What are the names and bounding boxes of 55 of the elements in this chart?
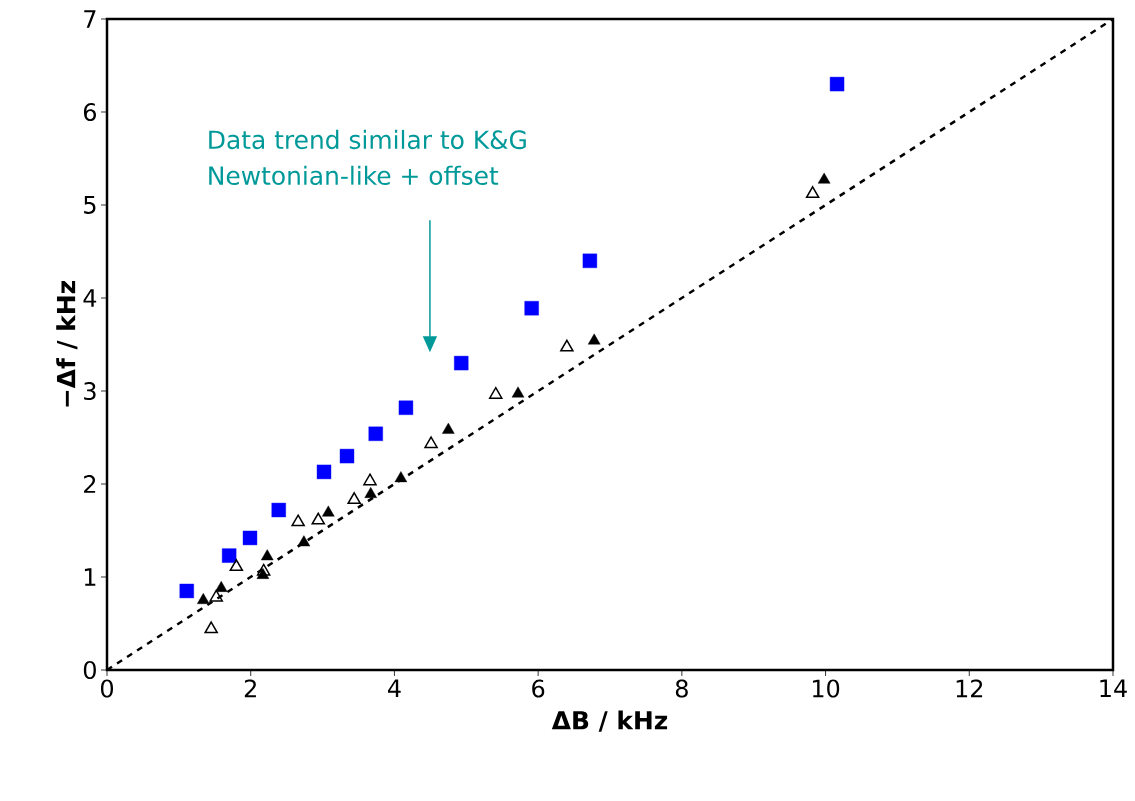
annotation: Newtonian-like + offset: [209, 165, 499, 186]
y-tick-label: 4: [83, 289, 97, 307]
x-tick-label: 0: [100, 679, 114, 698]
annotation: Data trend similar to K&G: [209, 129, 526, 150]
point: [179, 583, 194, 599]
point: [398, 400, 414, 415]
point: [805, 186, 820, 199]
point: [587, 333, 601, 345]
x-tick-label: 8: [675, 679, 688, 698]
point: [454, 355, 469, 371]
point: [339, 448, 355, 464]
point: [424, 436, 438, 449]
x-tick-label: 2: [244, 679, 256, 698]
x-axis-title: ΔB / kHz: [551, 710, 668, 732]
y-tick-label: 6: [83, 102, 96, 122]
y-tick-label: 7: [84, 10, 96, 28]
point: [817, 172, 831, 184]
point: [347, 492, 361, 505]
point: [311, 512, 326, 525]
point: [442, 422, 455, 434]
x-tick-label: 14: [1100, 679, 1127, 697]
y-tick-label: 2: [84, 475, 96, 493]
point: [271, 502, 286, 518]
y-tick-label: 1: [84, 568, 96, 586]
y-tick-label: 5: [84, 196, 96, 214]
point: [582, 253, 598, 268]
point: [229, 559, 244, 571]
y-axis-title: −Δf / kHz: [56, 281, 78, 407]
point: [368, 426, 383, 441]
point: [221, 548, 237, 563]
point: [511, 386, 525, 398]
point: [488, 386, 503, 399]
point: [322, 505, 335, 517]
point: [291, 514, 305, 527]
point: [256, 563, 271, 576]
point: [364, 487, 377, 498]
point: [363, 473, 377, 486]
point: [297, 535, 311, 547]
x-tick-label: 12: [956, 679, 983, 698]
point: [524, 301, 539, 316]
point: [261, 549, 274, 561]
point: [394, 471, 408, 483]
point: [197, 593, 210, 604]
point: [204, 621, 218, 634]
y-tick-label: 0: [83, 660, 96, 680]
x-tick-label: 4: [387, 679, 401, 697]
x-tick-label: 6: [532, 679, 545, 698]
point: [829, 76, 845, 92]
point: [560, 339, 574, 352]
point: [209, 589, 224, 602]
point: [242, 530, 258, 546]
x-tick-label: 10: [812, 679, 840, 698]
point: [316, 464, 332, 480]
y-tick-label: 3: [84, 381, 96, 401]
point: [215, 580, 228, 592]
